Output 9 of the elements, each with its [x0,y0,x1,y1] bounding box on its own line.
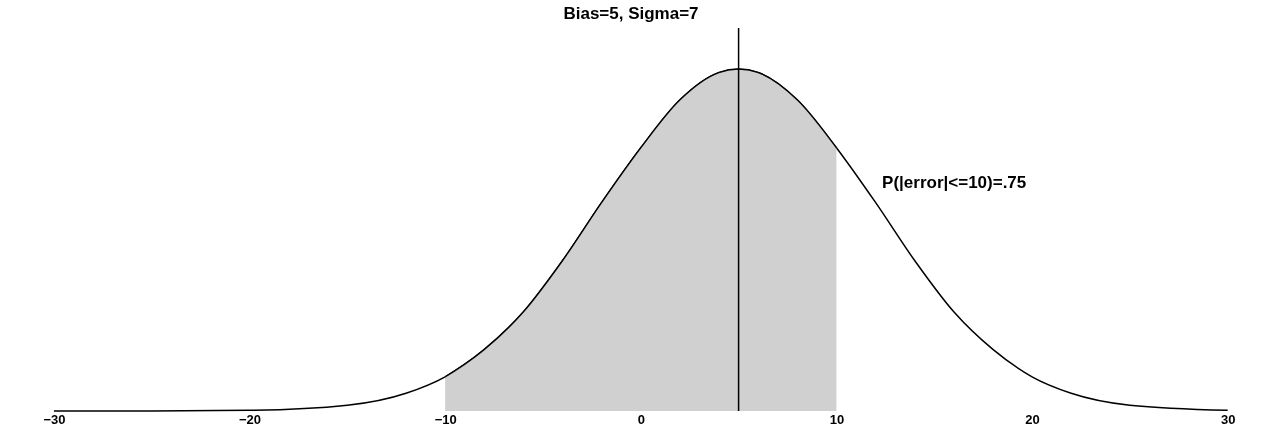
x-tick-label: −30 [43,411,66,427]
x-tick-label: −10 [434,411,457,427]
x-tick-label: 10 [829,411,845,427]
x-tick-label: 20 [1025,411,1040,427]
chart-title: Bias=5, Sigma=7 [563,4,699,24]
x-tick-label: 30 [1220,411,1236,427]
annotation: P(|error|<=10)=.75 [882,173,1027,193]
x-tick-label: −20 [239,411,262,427]
x-tick-label: 0 [637,411,645,427]
